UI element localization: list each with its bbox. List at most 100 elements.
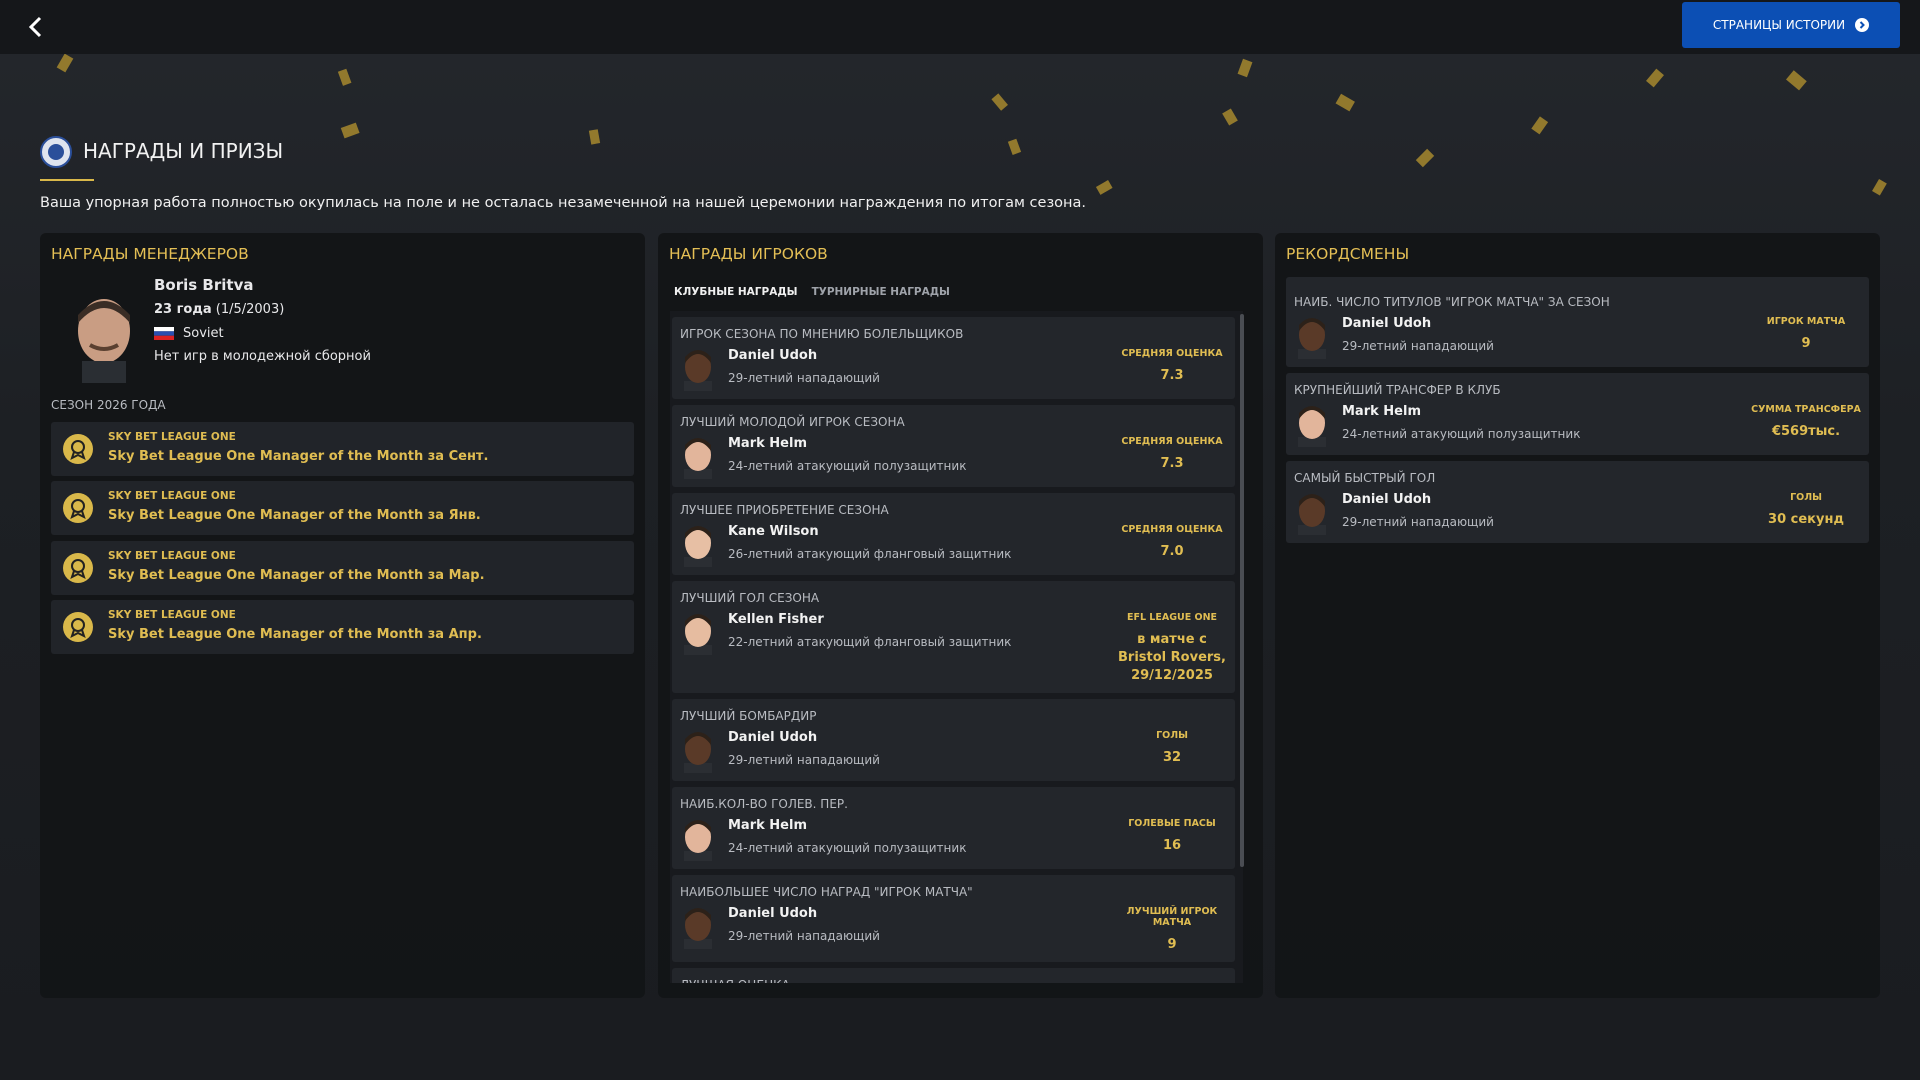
- panel-title: НАГРАДЫ МЕНЕДЖЕРОВ: [51, 245, 249, 263]
- award-item: НАИБОЛЬШЕЕ ЧИСЛО НАГРАД "ИГРОК МАТЧА" Dan…: [672, 875, 1235, 962]
- section-title: НАГРАДЫ И ПРИЗЫ: [83, 139, 284, 163]
- stat-label: ИГРОК МАТЧА: [1766, 316, 1846, 327]
- awards-items: ИГРОК СЕЗОНА ПО МНЕНИЮ БОЛЕЛЬЩИКОВ Daniel…: [670, 311, 1243, 983]
- player-info: Daniel Udoh 29-летний нападающий: [1342, 315, 1751, 353]
- player-description: 26-летний атакующий фланговый защитник: [728, 547, 1012, 561]
- player-info: Daniel Udoh 29-летний нападающий: [728, 347, 1117, 385]
- stat-label: ЛУЧШИЙ ИГРОК МАТЧА: [1126, 906, 1218, 928]
- stat-value: 7.0: [1160, 544, 1184, 559]
- award-item: ЛУЧШЕЕ ПРИОБРЕТЕНИЕ СЕЗОНА Kane Wilson 26-…: [672, 493, 1235, 575]
- stat: СРЕДНЯЯ ОЦЕНКА 7.3: [1117, 435, 1227, 473]
- flag: [154, 327, 174, 340]
- player-info: Kellen Fisher 22-летний атакующий флангов…: [728, 611, 1117, 649]
- stat-value: 16: [1162, 838, 1182, 853]
- manager-award: SKY BET LEAGUE ONE Sky Bet League One Man…: [51, 540, 634, 595]
- medal-icon: [63, 612, 93, 643]
- button-icon: [1855, 18, 1870, 32]
- manager-award: SKY BET LEAGUE ONE Sky Bet League One Man…: [51, 600, 634, 655]
- tab[interactable]: КЛУБНЫЕ НАГРАДЫ: [674, 286, 798, 298]
- player-info: Mark Helm 24-летний атакующий полузащитни…: [728, 435, 1117, 473]
- stat: ГОЛЫ 30 секунд: [1751, 491, 1861, 529]
- award-title: Sky Bet League One Manager of the Month …: [108, 449, 489, 464]
- award-item: САМЫЙ БЫСТРЫЙ ГОЛ Daniel Udoh 29-летний на…: [1286, 461, 1869, 543]
- award-item: ИГРОК СЕЗОНА ПО МНЕНИЮ БОЛЕЛЬЩИКОВ Daniel…: [672, 317, 1235, 399]
- award-row: Kane Wilson 26-летний атакующий фланговый…: [680, 523, 1227, 567]
- records-panel: РЕКОРДСМЕНЫ НАИБ. ЧИСЛО ТИТУЛОВ "ИГРОК М…: [1275, 233, 1880, 998]
- award-competition: SKY BET LEAGUE ONE: [108, 490, 236, 503]
- stat: СУММА ТРАНСФЕРА €569тыс.: [1751, 403, 1861, 441]
- medal-icon: [63, 493, 93, 524]
- awards-list: ИГРОК СЕЗОНА ПО МНЕНИЮ БОЛЕЛЬЩИКОВ Daniel…: [670, 311, 1243, 983]
- stat-value: 9: [1167, 937, 1177, 952]
- player-description: 29-летний нападающий: [728, 929, 880, 943]
- stat-value: 7.3: [1160, 456, 1184, 471]
- top-bar: СТРАНИЦЫ ИСТОРИИ: [0, 0, 1920, 54]
- award-name: НАИБОЛЬШЕЕ ЧИСЛО НАГРАД "ИГРОК МАТЧА": [680, 885, 973, 899]
- player-description: 24-летний атакующий полузащитник: [1342, 427, 1581, 441]
- stat: ЛУЧШИЙ ИГРОК МАТЧА 9: [1117, 905, 1227, 954]
- award-competition: SKY BET LEAGUE ONE: [108, 609, 236, 622]
- stat-value: в матче с Bristol Rovers, 29/12/2025: [1118, 632, 1226, 683]
- award-row: Daniel Udoh 29-летний нападающий ГОЛЫ 30 се…: [1294, 491, 1861, 535]
- player-description: 29-летний нападающий: [728, 371, 880, 385]
- stat: EFL LEAGUE ONE в матче с Bristol Rovers, …: [1117, 611, 1227, 685]
- player-avatar: [684, 350, 712, 391]
- player-info: Daniel Udoh 29-летний нападающий: [728, 729, 1117, 767]
- player-info: Mark Helm 24-летний атакующий полузащитни…: [728, 817, 1117, 855]
- tabs: КЛУБНЫЕ НАГРАДЫ ТУРНИРНЫЕ НАГРАДЫ: [674, 286, 950, 298]
- award-row: Daniel Udoh 29-летний нападающий СРЕДНЯЯ О…: [680, 347, 1227, 391]
- scrollbar[interactable]: [1240, 314, 1244, 867]
- manager-nation: Soviet: [154, 326, 224, 341]
- player-name: Daniel Udoh: [1342, 492, 1432, 507]
- player-description: 24-летний атакующий полузащитник: [728, 841, 967, 855]
- player-avatar: [684, 820, 712, 861]
- player-avatar: [684, 732, 712, 773]
- award-name: ЛУЧШИЙ БОМБАРДИР: [680, 709, 817, 723]
- award-title: Sky Bet League One Manager of the Month …: [108, 508, 481, 524]
- youth-caps: Нет игр в молодежной сборной: [154, 349, 371, 364]
- player-name: Daniel Udoh: [728, 906, 818, 921]
- player-name: Kellen Fisher: [728, 612, 824, 627]
- panel-title: РЕКОРДСМЕНЫ: [1286, 245, 1410, 263]
- award-row: Mark Helm 24-летний атакующий полузащитни…: [680, 817, 1227, 861]
- award-title: Sky Bet League One Manager of the Month …: [108, 567, 485, 583]
- panel-title: НАГРАДЫ ИГРОКОВ: [669, 245, 828, 263]
- stat: СРЕДНЯЯ ОЦЕНКА 7.3: [1117, 347, 1227, 385]
- player-avatar: [684, 908, 712, 949]
- stat-value: 7.3: [1160, 368, 1184, 383]
- award-name: ИГРОК СЕЗОНА ПО МНЕНИЮ БОЛЕЛЬЩИКОВ: [680, 327, 964, 341]
- player-avatar: [684, 438, 712, 479]
- manager-award: SKY BET LEAGUE ONE Sky Bet League One Man…: [51, 422, 634, 476]
- back-button[interactable]: [22, 13, 50, 41]
- history-pages-button[interactable]: СТРАНИЦЫ ИСТОРИИ: [1682, 2, 1900, 48]
- stat: ГОЛЫ 32: [1117, 729, 1227, 767]
- player-name: Kane Wilson: [728, 524, 819, 539]
- stat: ГОЛЕВЫЕ ПАСЫ 16: [1117, 817, 1227, 855]
- stat-label: СРЕДНЯЯ ОЦЕНКА: [1121, 348, 1223, 359]
- player-awards-panel: НАГРАДЫ ИГРОКОВ КЛУБНЫЕ НАГРАДЫ ТУРНИРНЫЕ…: [658, 233, 1263, 998]
- stat-label: ГОЛЫ: [1156, 730, 1188, 741]
- tab[interactable]: ТУРНИРНЫЕ НАГРАДЫ: [811, 286, 950, 298]
- award-row: Mark Helm 24-летний атакующий полузащитни…: [680, 435, 1227, 479]
- award-name: ЛУЧШИЙ ГОЛ СЕЗОНА: [680, 591, 820, 605]
- player-info: Mark Helm 24-летний атакующий полузащитни…: [1342, 403, 1751, 441]
- award-competition: SKY BET LEAGUE ONE: [108, 549, 236, 562]
- title-underline: [40, 179, 94, 181]
- award-name: ЛУЧШАЯ ОЦЕНКА: [680, 978, 1227, 983]
- stat-label: СУММА ТРАНСФЕРА: [1751, 404, 1861, 415]
- player-info: Daniel Udoh 29-летний нападающий: [728, 905, 1117, 943]
- player-name: Daniel Udoh: [1342, 316, 1432, 331]
- player-description: 29-летний нападающий: [728, 753, 880, 767]
- age: 23 года: [154, 302, 212, 317]
- award-row: Mark Helm 24-летний атакующий полузащитни…: [1294, 403, 1861, 447]
- award-item: НАИБ. ЧИСЛО ТИТУЛОВ "ИГРОК МАТЧА" ЗА СЕЗ…: [1286, 277, 1869, 367]
- stat-label: ГОЛЕВЫЕ ПАСЫ: [1128, 818, 1216, 829]
- manager-portrait: [78, 299, 130, 383]
- award-name: ЛУЧШЕЕ ПРИОБРЕТЕНИЕ СЕЗОНА: [680, 503, 889, 517]
- medal-icon: [63, 552, 93, 583]
- stat-label: EFL LEAGUE ONE: [1126, 612, 1218, 623]
- medal-icon: [63, 434, 93, 464]
- season-label: СЕЗОН 2026 ГОДА: [51, 398, 166, 412]
